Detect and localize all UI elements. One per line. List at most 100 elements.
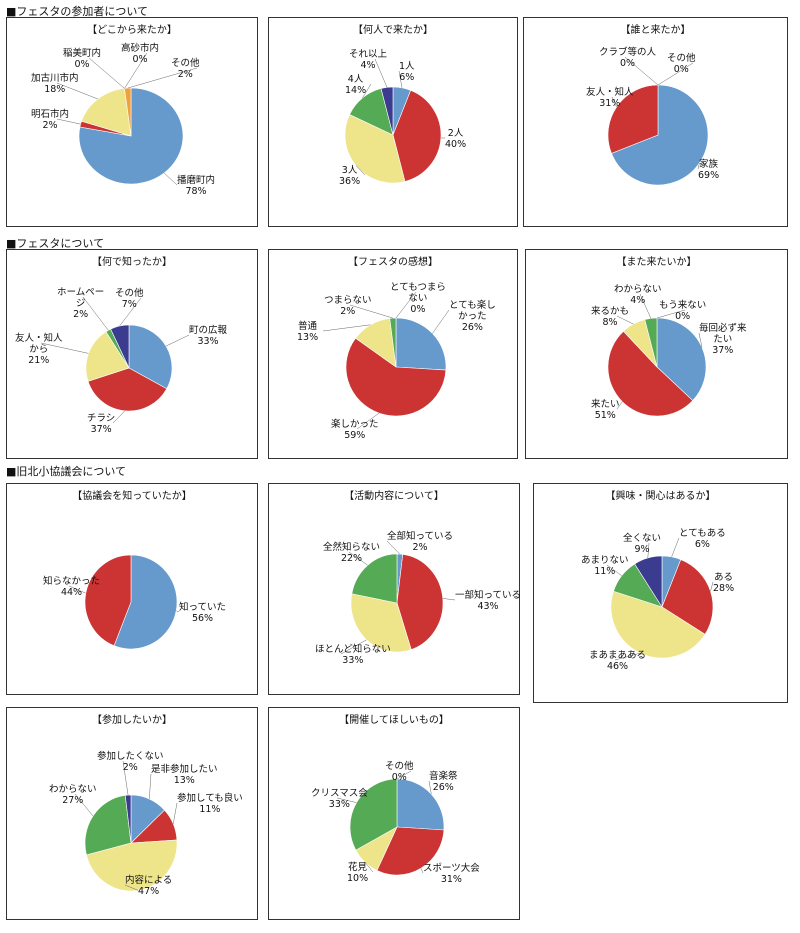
slice-label-percent: 13% [173, 775, 195, 786]
pie-chart [74, 760, 178, 892]
slice-label-percent: 47% [138, 886, 160, 897]
slice-label-percent: 28% [713, 583, 735, 594]
slice-label-percent: 13% [297, 332, 319, 343]
leader-line [710, 581, 714, 592]
leader-line [362, 83, 372, 99]
slice-label-percent: 18% [44, 84, 66, 95]
slice-label-percent: 31% [599, 98, 621, 109]
leader-line [119, 297, 142, 327]
leader-line [647, 542, 650, 559]
chart-title: 【何で知ったか】 [92, 257, 172, 268]
slice-label: とても楽し かった 26% [449, 300, 496, 333]
slice-label: まあまあある 46% [589, 650, 646, 672]
leader-line [395, 291, 417, 319]
chart-panel-come-again: 【また来たいか】 毎回必ず来 たい 37% 来たい 51% 来るかも 8% わからない 4% もう来… [525, 249, 788, 459]
chart-panel-participate: 【参加したいか】 是非参加したい 13% 参加しても良い 11% 内容による 47% わからな… [6, 707, 258, 920]
slice-label-name: クリスマス会 [311, 788, 368, 799]
slice-label-name: 毎回必ず来 [699, 323, 747, 334]
pie-chart [68, 554, 180, 650]
slice-label: スポーツ大会 31% [423, 863, 480, 885]
leader-line [149, 773, 152, 799]
chart-panel-interest: 【興味・関心はあるか】 とてもある 6% ある 28% まあまあある 46% あまりない 11%… [533, 483, 788, 703]
leader-line [348, 551, 368, 566]
pie-slice-2 [661, 559, 714, 635]
leader-line [671, 537, 680, 557]
slice-label-percent: 14% [345, 85, 367, 96]
section-title-festa: ■フェスタについて [6, 237, 105, 250]
slice-label-percent: 4% [360, 60, 376, 71]
slice-label: 全くない 9% [623, 533, 661, 555]
slice-label-percent: 33% [328, 799, 350, 810]
slice-label-percent: 7% [121, 299, 137, 310]
leader-line [122, 760, 129, 796]
pie-chart [606, 537, 714, 661]
leader-line [697, 163, 700, 170]
slice-label-percent: 56% [191, 613, 214, 624]
leader-line [165, 334, 190, 347]
leader-line [442, 598, 456, 601]
chart-title: 【活動内容について】 [344, 491, 444, 502]
slice-label-percent: 0% [132, 54, 148, 65]
slice-label-name-cont: から [29, 344, 49, 355]
slice-label: その他 7% [115, 288, 144, 310]
slice-label: 3人 36% [339, 165, 360, 187]
slice-label-percent: 11% [199, 804, 221, 815]
leader-line [56, 118, 81, 125]
leader-line [364, 861, 374, 873]
leader-line [428, 780, 432, 795]
slice-label: クラブ等の人 0% [599, 47, 656, 69]
slice-label: 花見 10% [347, 862, 368, 884]
slice-label-percent: 10% [347, 873, 369, 884]
leader-line [74, 793, 94, 817]
slice-label-percent: 27% [62, 795, 84, 806]
slice-label-percent: 0% [619, 58, 636, 69]
slice-label-name: とてもつまら [390, 282, 446, 293]
slice-label: 来たい 51% [591, 399, 620, 421]
slice-label-name: まあまあある [589, 650, 647, 661]
chart-title: 【また来たいか】 [616, 257, 697, 268]
slice-label-percent: 6% [399, 72, 415, 83]
slice-label-percent: 6% [694, 539, 710, 550]
pie-chart [336, 770, 445, 876]
slice-label-percent: 33% [197, 336, 219, 347]
leader-line [163, 172, 178, 186]
slice-label-name: その他 [171, 58, 200, 69]
slice-label: 播磨町内 78% [177, 175, 215, 197]
slice-label: 高砂市内 0% [121, 43, 159, 65]
slice-label-percent: 36% [339, 176, 361, 187]
slice-label: 加古川市内 18% [31, 73, 79, 95]
slice-label-name: 知らなかった [43, 576, 101, 587]
leader-line [40, 342, 89, 354]
slice-label-percent: 37% [90, 424, 112, 435]
slice-label-name: その他 [667, 53, 696, 64]
pie-slice-1 [113, 554, 178, 650]
slice-label-name: 参加したくない [97, 751, 164, 762]
leader-line [355, 165, 366, 176]
leader-line [616, 315, 634, 325]
slice-label: つまらない 2% [324, 295, 372, 317]
pie-slice-4 [84, 795, 132, 856]
slice-label-percent: 26% [432, 782, 454, 793]
slice-label-name: ある [714, 572, 734, 583]
leader-line [616, 401, 623, 410]
leader-line [657, 62, 694, 86]
slice-label-name: 友人・知人 [15, 333, 63, 344]
slice-label-name: 播磨町内 [177, 175, 216, 186]
leader-line [432, 309, 450, 334]
slice-label-name: もう来ない [659, 300, 707, 311]
slice-label-percent: 8% [602, 317, 618, 328]
slice-label-name: ほとんど知らない [315, 644, 391, 655]
slice-label: もう来ない 0% [659, 300, 706, 322]
slice-label-name: 全部知っている [387, 531, 454, 542]
slice-label: 友人・知人 から 21% [15, 333, 63, 366]
leader-line [356, 412, 380, 430]
slice-label-name: 高砂市内 [121, 43, 160, 54]
slice-label-percent: 2% [412, 542, 428, 553]
pie-chart [344, 58, 445, 184]
slice-label-name: 全くない [623, 533, 662, 544]
slice-label: 稲美町内 0% [63, 48, 101, 70]
slice-label: 町の広報 33% [189, 325, 227, 347]
slice-label-percent: 2% [340, 306, 356, 317]
pie-slice-3 [350, 593, 412, 653]
pie-chart [340, 540, 456, 655]
